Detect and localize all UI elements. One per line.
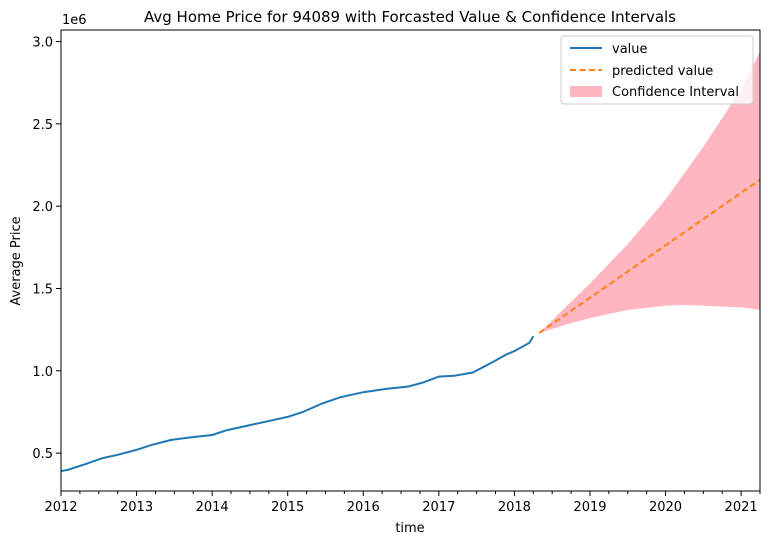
legend-label-ci: Confidence Interval — [612, 85, 739, 100]
y-tick-label-3.0: 3.0 — [32, 36, 53, 51]
chart-title: Avg Home Price for 94089 with Forcasted … — [144, 8, 676, 26]
x-axis-ticks: 2012 2013 2014 2015 2016 2017 2018 2019 2020 2021 — [44, 491, 761, 515]
legend-label-predicted: predicted value — [612, 64, 713, 79]
y-tick-label-1.0: 1.0 — [32, 365, 53, 380]
x-tick-label-2017: 2017 — [422, 500, 455, 515]
y-axis-ticks: 0.5 1.0 1.5 2.0 2.5 3.0 — [32, 36, 61, 462]
plot-area — [60, 51, 761, 473]
x-tick-label-2019: 2019 — [573, 500, 606, 515]
x-tick-label-2012: 2012 — [44, 500, 77, 515]
y-tick-label-1.5: 1.5 — [32, 282, 53, 297]
x-tick-label-2015: 2015 — [271, 500, 304, 515]
x-tick-label-2021: 2021 — [725, 500, 758, 515]
legend-swatch-ci — [570, 86, 602, 97]
y-scale-label: 1e6 — [62, 13, 87, 28]
x-axis-label: time — [395, 521, 424, 536]
y-tick-label-0.5: 0.5 — [32, 447, 53, 462]
y-tick-label-2.5: 2.5 — [32, 118, 53, 133]
legend-label-value: value — [612, 42, 648, 57]
y-tick-label-2.0: 2.0 — [32, 200, 53, 215]
x-tick-label-2020: 2020 — [649, 500, 682, 515]
x-tick-label-2016: 2016 — [347, 500, 380, 515]
legend: value predicted value Confidence Interva… — [560, 35, 754, 105]
x-tick-label-2013: 2013 — [120, 500, 153, 515]
x-tick-label-2014: 2014 — [196, 500, 229, 515]
x-tick-label-2018: 2018 — [498, 500, 531, 515]
confidence-interval-band — [539, 51, 760, 333]
value-series-line — [60, 335, 535, 473]
legend-box — [560, 35, 754, 105]
plot-frame — [60, 29, 761, 492]
y-axis-label: Average Price — [9, 216, 24, 305]
predicted-value-series-line — [538, 178, 761, 334]
